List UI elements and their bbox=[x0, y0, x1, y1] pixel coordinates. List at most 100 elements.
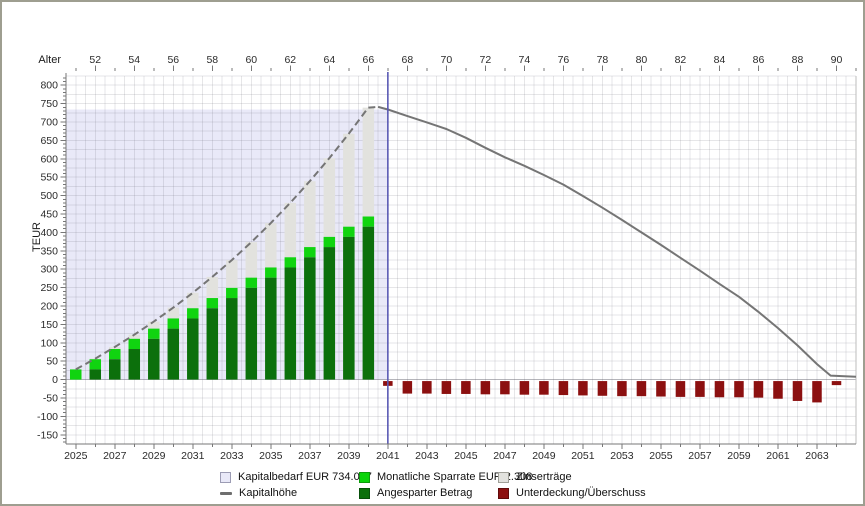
shortfall-bar bbox=[695, 381, 705, 397]
y-axis-tick-label: 50 bbox=[46, 356, 58, 368]
sparrate-bar-segment bbox=[148, 328, 160, 339]
sparrate-bar-segment bbox=[128, 338, 141, 350]
x-axis-year-label: 2031 bbox=[181, 450, 205, 462]
kapitalbedarf-swatch-icon bbox=[220, 471, 231, 483]
age-axis-label: 86 bbox=[753, 54, 765, 66]
angespart-bar-segment bbox=[226, 298, 238, 380]
angespart-bar-segment bbox=[245, 287, 258, 380]
zinsertraege-bar-segment bbox=[226, 260, 238, 288]
sparrate-bar-segment bbox=[167, 318, 180, 329]
sparrate-bar-segment bbox=[187, 308, 199, 319]
angespart-bar-segment bbox=[343, 236, 355, 380]
age-axis-label: 62 bbox=[284, 54, 296, 66]
legend-label: Zinserträge bbox=[516, 471, 572, 483]
x-axis-year-label: 2051 bbox=[571, 450, 595, 462]
zinsertraege-bar-segment bbox=[128, 334, 141, 339]
angespart-bar-segment bbox=[362, 226, 375, 380]
age-axis-label: 78 bbox=[597, 54, 609, 66]
legend-label: Kapitalbedarf EUR 734.017 bbox=[238, 471, 372, 483]
sparrate-bar-segment bbox=[226, 287, 238, 299]
unterdeckung-swatch-icon bbox=[498, 487, 509, 499]
y-axis-tick-label: 800 bbox=[40, 80, 58, 92]
shortfall-bar bbox=[519, 381, 530, 395]
shortfall-bar bbox=[558, 381, 569, 396]
age-axis-label: 66 bbox=[363, 54, 375, 66]
y-axis-tick-label: 600 bbox=[40, 153, 58, 165]
sparrate-bar-segment bbox=[70, 369, 82, 380]
x-axis-year-label: 2055 bbox=[649, 450, 673, 462]
shortfall-bar bbox=[500, 381, 510, 395]
y-axis-tick-label: 250 bbox=[40, 282, 58, 294]
age-axis-label: 70 bbox=[441, 54, 453, 66]
sparrate-bar-segment bbox=[362, 216, 375, 227]
zinsertraege-bar-segment bbox=[187, 292, 199, 309]
x-axis-year-label: 2043 bbox=[415, 450, 439, 462]
shortfall-bar bbox=[714, 381, 725, 398]
shortfall-bar bbox=[539, 381, 549, 395]
x-axis-year-label: 2039 bbox=[337, 450, 361, 462]
angespart-bar-segment bbox=[284, 267, 297, 380]
legend-label: Monatliche Sparrate EUR 2.308 bbox=[377, 471, 533, 483]
shortfall-bar bbox=[675, 381, 686, 397]
capital-projection-chart: 8007507006506005505004504003503002502001… bbox=[31, 54, 857, 462]
x-axis-year-label: 2025 bbox=[64, 450, 88, 462]
x-axis-year-label: 2047 bbox=[493, 450, 517, 462]
age-axis-label: 74 bbox=[519, 54, 531, 66]
y-axis-tick-label: 150 bbox=[40, 319, 58, 331]
y-axis-tick-label: 0 bbox=[52, 374, 58, 386]
legend-item-angespart: Angesparter Betrag bbox=[359, 486, 498, 500]
legend-label: Kapitalhöhe bbox=[239, 487, 298, 499]
angespart-bar-segment bbox=[167, 328, 180, 380]
y-axis-tick-label: 750 bbox=[40, 98, 58, 110]
zinsertraege-bar-segment bbox=[167, 307, 180, 319]
zinsertraege-swatch-icon bbox=[498, 471, 509, 483]
x-axis-year-label: 2035 bbox=[259, 450, 283, 462]
sparrate-bar-segment bbox=[284, 257, 297, 268]
angespart-bar-segment bbox=[128, 349, 141, 380]
age-axis-label: 76 bbox=[558, 54, 570, 66]
shortfall-bar bbox=[831, 381, 842, 386]
legend-label: Unterdeckung/Überschuss bbox=[516, 487, 646, 499]
x-axis-year-label: 2033 bbox=[220, 450, 244, 462]
shortfall-bar bbox=[422, 381, 432, 394]
angespart-bar-segment bbox=[304, 257, 316, 380]
zinsertraege-bar-segment bbox=[265, 223, 277, 268]
shortfall-bar bbox=[402, 381, 413, 394]
chart-legend: Kapitalbedarf EUR 734.017 Monatliche Spa… bbox=[220, 470, 646, 500]
x-axis-year-label: 2057 bbox=[688, 450, 712, 462]
zinsertraege-bar-segment bbox=[245, 242, 258, 278]
age-axis-label: 88 bbox=[792, 54, 804, 66]
kapitalhoehe-line-swatch-icon bbox=[220, 491, 232, 495]
zinsertraege-bar-segment bbox=[343, 133, 355, 227]
y-axis-tick-label: 650 bbox=[40, 135, 58, 147]
angespart-bar-segment bbox=[187, 318, 199, 380]
y-axis-tick-label: 200 bbox=[40, 301, 58, 313]
x-axis-year-label: 2053 bbox=[610, 450, 634, 462]
alter-axis-title: Alter bbox=[38, 54, 61, 66]
x-axis-year-label: 2063 bbox=[805, 450, 829, 462]
angespart-bar-segment bbox=[265, 277, 277, 380]
kapitalhoehe-dashed-line bbox=[75, 105, 379, 371]
y-axis-tick-label: 500 bbox=[40, 190, 58, 202]
legend-label: Angesparter Betrag bbox=[377, 487, 473, 499]
age-axis-label: 58 bbox=[206, 54, 218, 66]
shortfall-bar bbox=[773, 381, 783, 399]
shortfall-bar bbox=[656, 381, 666, 397]
shortfall-bar bbox=[597, 381, 608, 396]
x-axis-year-label: 2037 bbox=[298, 450, 322, 462]
sparrate-bar-segment bbox=[265, 267, 277, 278]
angespart-swatch-icon bbox=[359, 487, 370, 499]
angespart-bar-segment bbox=[109, 359, 121, 380]
legend-item-sparrate: Monatliche Sparrate EUR 2.308 bbox=[359, 470, 532, 484]
age-axis-label: 80 bbox=[636, 54, 648, 66]
y-axis-tick-label: 100 bbox=[40, 337, 58, 349]
age-axis-label: 64 bbox=[323, 54, 335, 66]
sparrate-bar-segment bbox=[304, 247, 316, 258]
sparrate-swatch-icon bbox=[359, 471, 370, 483]
sparrate-bar-segment bbox=[323, 236, 336, 248]
sparrate-bar-segment bbox=[343, 226, 355, 237]
y-axis-tick-label: -100 bbox=[37, 411, 58, 423]
zinsertraege-bar-segment bbox=[284, 202, 297, 258]
age-axis-label: 90 bbox=[831, 54, 843, 66]
kapitalhoehe-solid-line bbox=[377, 105, 857, 378]
